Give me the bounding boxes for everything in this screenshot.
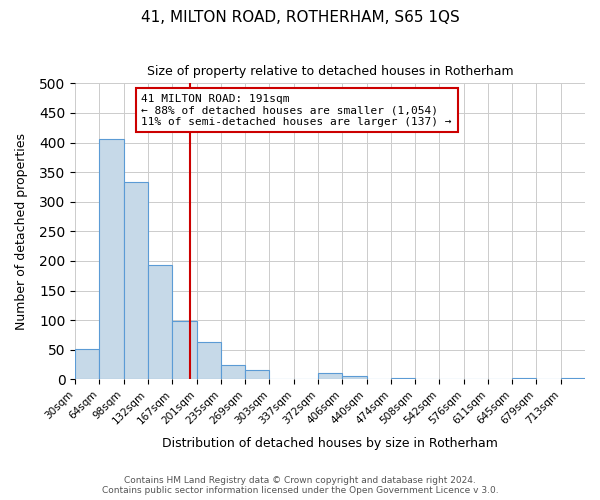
X-axis label: Distribution of detached houses by size in Rotherham: Distribution of detached houses by size …	[162, 437, 498, 450]
Y-axis label: Number of detached properties: Number of detached properties	[15, 133, 28, 330]
Bar	[172, 322, 197, 380]
Text: 41 MILTON ROAD: 191sqm
← 88% of detached houses are smaller (1,054)
11% of semi-: 41 MILTON ROAD: 191sqm ← 88% of detached…	[142, 94, 452, 127]
Bar	[342, 376, 367, 380]
Bar	[221, 364, 245, 380]
Bar	[391, 378, 415, 380]
Bar	[561, 378, 585, 380]
Bar	[100, 139, 124, 380]
Bar	[512, 378, 536, 380]
Text: Contains HM Land Registry data © Crown copyright and database right 2024.
Contai: Contains HM Land Registry data © Crown c…	[101, 476, 499, 495]
Bar	[75, 348, 100, 380]
Bar	[124, 182, 148, 380]
Bar	[148, 265, 172, 380]
Bar	[318, 374, 342, 380]
Title: Size of property relative to detached houses in Rotherham: Size of property relative to detached ho…	[147, 65, 514, 78]
Text: 41, MILTON ROAD, ROTHERHAM, S65 1QS: 41, MILTON ROAD, ROTHERHAM, S65 1QS	[140, 10, 460, 25]
Bar	[197, 342, 221, 380]
Bar	[245, 370, 269, 380]
